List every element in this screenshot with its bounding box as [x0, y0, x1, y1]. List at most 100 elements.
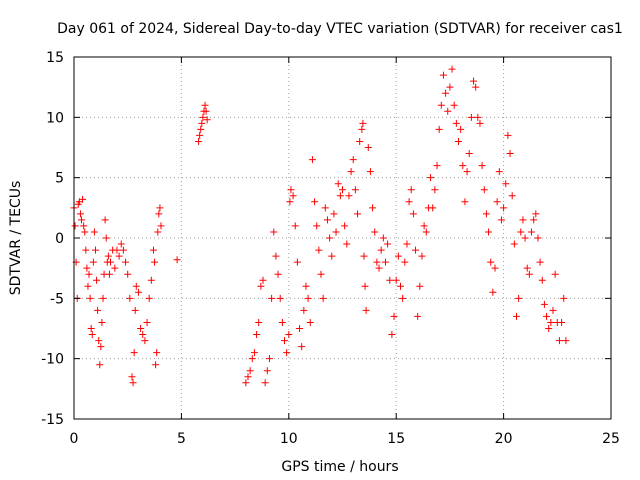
- data-point: [91, 246, 99, 254]
- data-point: [134, 288, 142, 296]
- data-point: [349, 156, 357, 164]
- data-point: [257, 282, 265, 290]
- y-tick-label: -15: [41, 412, 64, 428]
- data-point: [435, 125, 443, 133]
- data-point: [104, 252, 112, 260]
- data-point: [302, 282, 310, 290]
- data-point: [101, 216, 109, 224]
- data-point: [359, 119, 367, 127]
- data-point: [459, 162, 467, 170]
- data-point: [390, 312, 398, 320]
- data-point: [274, 270, 282, 278]
- data-point: [491, 264, 499, 272]
- data-point: [332, 228, 340, 236]
- data-point: [386, 276, 394, 284]
- x-tick-label: 0: [70, 431, 79, 447]
- data-point: [444, 107, 452, 115]
- data-point: [409, 210, 417, 218]
- data-point: [281, 337, 289, 345]
- data-point: [82, 246, 90, 254]
- data-point: [560, 294, 568, 302]
- data-point: [76, 210, 84, 218]
- data-point: [285, 331, 293, 339]
- data-point: [117, 240, 125, 248]
- chart-title: Day 061 of 2024, Sidereal Day-to-day VTE…: [57, 21, 623, 37]
- data-point: [495, 168, 503, 176]
- data-point: [422, 228, 430, 236]
- data-point: [500, 204, 508, 212]
- data-point: [272, 252, 280, 260]
- data-point: [341, 222, 349, 230]
- data-point: [287, 186, 295, 194]
- data-point: [351, 186, 359, 194]
- data-point: [119, 246, 127, 254]
- data-point: [250, 349, 258, 357]
- data-point: [377, 246, 385, 254]
- data-point: [463, 168, 471, 176]
- data-point: [465, 150, 473, 158]
- data-point: [562, 337, 570, 345]
- data-point: [291, 222, 299, 230]
- data-point: [130, 349, 138, 357]
- data-point: [519, 216, 527, 224]
- data-point: [248, 355, 256, 363]
- data-point: [278, 318, 286, 326]
- data-point: [147, 276, 155, 284]
- data-point: [487, 258, 495, 266]
- data-point: [141, 337, 149, 345]
- data-point: [388, 331, 396, 339]
- data-point: [319, 294, 327, 302]
- data-point: [328, 252, 336, 260]
- data-point: [86, 294, 94, 302]
- data-point: [111, 264, 119, 272]
- y-axis-label: SDTVAR / TECUs: [8, 181, 24, 296]
- data-point: [540, 300, 548, 308]
- data-point: [448, 65, 456, 73]
- data-point: [265, 355, 273, 363]
- data-point: [78, 216, 86, 224]
- data-point: [354, 210, 362, 218]
- data-point: [446, 83, 454, 91]
- data-point: [497, 216, 505, 224]
- data-point: [545, 325, 553, 332]
- y-tick-label: 15: [46, 50, 64, 66]
- data-point: [143, 318, 151, 326]
- data-point: [547, 318, 555, 326]
- data-point: [369, 204, 377, 212]
- data-point: [371, 228, 379, 236]
- data-point: [362, 306, 370, 314]
- x-tick-label: 15: [387, 431, 405, 447]
- data-point: [81, 228, 89, 236]
- data-point: [558, 318, 566, 326]
- data-point: [439, 71, 447, 79]
- y-tick-label: -5: [50, 291, 64, 307]
- grid-lines: [74, 57, 611, 419]
- data-point: [80, 222, 88, 230]
- data-point: [442, 89, 450, 97]
- data-point: [433, 162, 441, 170]
- data-point: [270, 228, 278, 236]
- x-axis-label: GPS time / hours: [281, 459, 398, 475]
- data-point: [95, 337, 103, 345]
- data-point: [202, 107, 210, 115]
- data-point: [137, 325, 145, 332]
- data-point: [356, 137, 364, 145]
- data-point: [508, 192, 516, 200]
- data-point: [429, 204, 437, 212]
- x-tick-label: 20: [495, 431, 513, 447]
- data-point: [151, 258, 159, 266]
- data-point: [244, 373, 252, 381]
- data-point: [300, 306, 308, 314]
- data-point: [504, 131, 512, 139]
- data-point: [99, 294, 107, 302]
- data-point: [412, 246, 420, 254]
- data-point: [317, 270, 325, 278]
- data-point: [71, 222, 79, 230]
- data-point: [154, 228, 162, 236]
- data-point: [296, 325, 304, 332]
- data-point: [124, 270, 132, 278]
- data-point: [401, 258, 409, 266]
- data-point: [502, 180, 510, 188]
- data-point: [94, 306, 102, 314]
- data-point: [90, 228, 98, 236]
